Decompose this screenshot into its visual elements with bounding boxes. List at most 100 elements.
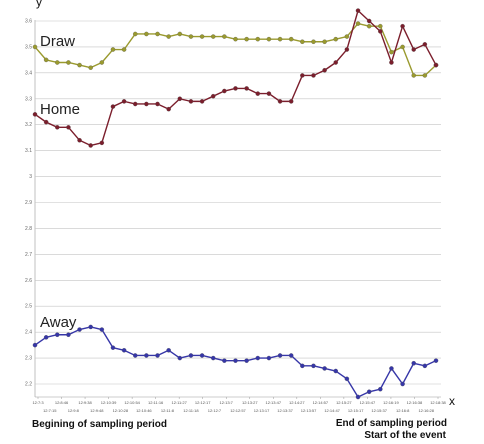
data-point-home: [222, 88, 227, 94]
x-tick-label: 12:14:47: [324, 408, 340, 413]
x-tick-label: 12:10:46: [136, 408, 152, 413]
data-point-home: [132, 101, 138, 107]
data-point-away: [355, 394, 361, 400]
y-tick-label: 2.2: [25, 382, 32, 388]
data-point-home: [144, 101, 149, 107]
data-point-draw: [244, 36, 249, 42]
grid: [34, 20, 441, 398]
data-point-home: [199, 99, 205, 104]
data-point-home: [266, 91, 272, 96]
data-point-away: [277, 353, 283, 358]
x-tick-label: 12:14:27: [289, 400, 305, 405]
x-tick-label: 12:18:38: [430, 400, 446, 405]
data-point-draw: [77, 62, 82, 68]
data-point-away: [77, 327, 82, 332]
data-point-away: [244, 358, 249, 363]
data-point-home: [300, 73, 305, 78]
data-point-draw: [43, 57, 49, 63]
y-tick-label: 3.4: [25, 70, 32, 76]
data-point-home: [333, 60, 338, 65]
data-point-away: [199, 353, 205, 358]
x-axis-ticks: 12:7:3 12:8:46 12:9:38 12:10:39 12:10:54 12:1…: [32, 397, 447, 413]
data-point-home: [233, 86, 238, 91]
caption-begin: Begining of sampling period: [32, 419, 167, 430]
x-tick-label: 12:13:37: [277, 408, 293, 413]
data-point-draw: [389, 49, 394, 55]
data-point-away: [144, 353, 149, 358]
data-point-away: [132, 353, 138, 358]
data-point-home: [389, 60, 394, 65]
data-point-home: [322, 68, 327, 73]
x-tick-label: 12:11:16: [148, 400, 164, 405]
y-tick-label: 2.5: [25, 304, 32, 310]
x-tick-label: 12:9:48: [90, 408, 104, 413]
x-tick-label: 12:12:57: [230, 408, 246, 413]
y-tick-label: 2.3: [25, 356, 32, 362]
data-point-home: [110, 104, 116, 109]
data-point-home: [344, 47, 350, 52]
data-point-draw: [144, 31, 149, 37]
data-point-away: [322, 366, 327, 371]
data-point-away: [121, 348, 127, 353]
data-point-away: [155, 353, 160, 358]
data-point-home: [422, 42, 428, 47]
data-point-home: [288, 99, 294, 104]
x-tick-label: 12:9:8: [68, 408, 80, 413]
data-point-draw: [255, 36, 261, 42]
data-point-away: [366, 389, 372, 395]
y-tick-label: 3.1: [25, 148, 32, 154]
x-tick-label: 12:13:57: [301, 408, 317, 413]
data-point-home: [311, 73, 316, 78]
data-point-away: [43, 335, 49, 340]
data-point-home: [366, 18, 372, 24]
y-tick-label: 3: [29, 174, 32, 180]
x-tick-label: 12:7:3: [32, 400, 44, 405]
x-tick-label: 12:12:17: [195, 400, 211, 405]
x-tick-label: 12:15:27: [336, 400, 352, 405]
x-tick-label: 12:16:38: [407, 400, 423, 405]
data-point-away: [166, 348, 171, 353]
data-point-home: [411, 47, 416, 52]
data-point-draw: [311, 39, 316, 44]
series-line-home: [34, 9, 437, 147]
y-tick-label: 3.5: [25, 44, 32, 50]
x-tick-label: 12:11:8: [161, 408, 175, 413]
data-point-away: [110, 345, 116, 350]
data-point-draw: [88, 65, 93, 70]
data-point-away: [55, 332, 60, 337]
x-tick-label: 12:10:54: [124, 400, 140, 405]
data-point-away: [177, 355, 183, 361]
data-point-home: [255, 91, 261, 96]
data-point-draw: [288, 36, 294, 42]
data-point-away: [333, 368, 338, 374]
series-label-draw: Draw: [40, 33, 75, 50]
x-tick-label: 12:11:18: [183, 408, 199, 413]
y-tick-label: 3.6: [25, 19, 32, 25]
x-tick-label: 12:13:7: [220, 400, 234, 405]
data-point-draw: [366, 23, 372, 29]
data-point-home: [77, 138, 82, 143]
data-point-draw: [344, 34, 350, 39]
data-point-home: [99, 140, 105, 146]
data-point-home: [188, 99, 194, 104]
data-point-away: [300, 363, 305, 369]
x-tick-label: 12:10:28: [113, 408, 129, 413]
data-point-away: [210, 355, 216, 361]
data-point-home: [244, 86, 249, 91]
y-tick-label: 2.7: [25, 252, 32, 258]
data-point-draw: [177, 31, 183, 37]
x-tick-label: 12:16:28: [418, 408, 434, 413]
x-tick-label: 12:13:47: [266, 400, 282, 405]
data-point-draw: [233, 36, 238, 42]
y-tick-label: 2.4: [25, 330, 32, 336]
data-point-draw: [188, 34, 194, 39]
data-point-home: [55, 125, 60, 130]
x-tick-label: 12:15:47: [360, 400, 376, 405]
data-point-home: [378, 29, 383, 34]
x-tick-label: 12:11:27: [172, 400, 188, 405]
data-point-away: [288, 353, 294, 358]
data-point-away: [233, 358, 238, 363]
data-point-away: [255, 355, 261, 361]
data-point-away: [411, 361, 416, 366]
